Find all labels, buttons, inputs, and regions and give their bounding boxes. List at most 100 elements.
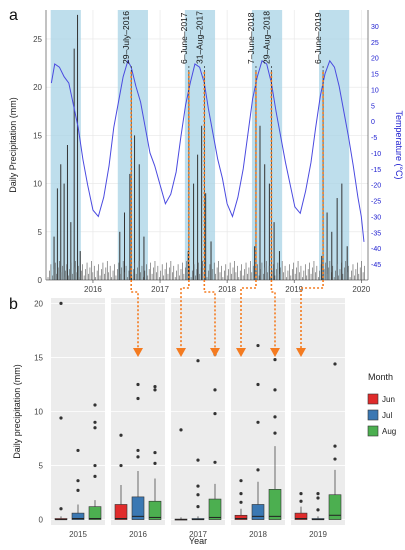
outlier-point — [273, 388, 277, 392]
summer-band — [184, 10, 216, 280]
panel-connectors — [130, 72, 324, 357]
outlier-point — [299, 499, 303, 503]
outlier-point — [213, 460, 217, 464]
y-tick-label: 5 — [39, 462, 44, 471]
outlier-point — [196, 458, 200, 462]
summer-band — [50, 10, 81, 280]
y2-tick-label: -40 — [371, 246, 381, 253]
x-tick-label: 2016 — [84, 285, 102, 294]
x-tick-label: 2018 — [249, 530, 267, 539]
legend-title: Month — [368, 372, 393, 382]
connector-line — [130, 72, 139, 348]
outlier-point — [59, 416, 63, 420]
y2-tick-label: 10 — [371, 87, 379, 94]
outlier-point — [153, 461, 157, 465]
outlier-point — [256, 420, 260, 424]
box-aug — [328, 494, 342, 520]
y-tick-label: 20 — [34, 299, 43, 308]
box-jul — [131, 496, 145, 520]
x-tick-label: 2019 — [285, 285, 303, 294]
box-jun — [114, 504, 128, 520]
box-aug — [268, 489, 282, 520]
y2-axis-title: Temperature (°C) — [394, 110, 404, 179]
outlier-point — [256, 468, 260, 472]
y-tick-label: 10 — [33, 180, 42, 189]
outlier-point — [196, 505, 200, 509]
y-tick-label: 0 — [39, 516, 44, 525]
panel-a-chart: 29–July–2016 6–June–2017 31–Aug–2017 7–June… — [8, 10, 404, 294]
annotation-label: 29–July–2016 — [121, 11, 131, 64]
connector-arrowhead — [296, 348, 306, 357]
y2-tick-label: -30 — [371, 214, 381, 221]
y2-tick-label: -5 — [371, 135, 377, 142]
outlier-point — [93, 420, 97, 424]
panel-b-label: b — [9, 296, 18, 313]
y-tick-label: 0 — [38, 276, 43, 285]
y-tick-label: 10 — [34, 408, 43, 417]
outlier-point — [93, 403, 97, 407]
x-tick-label: 2017 — [189, 530, 207, 539]
outlier-point — [316, 508, 320, 512]
y-axis-title: Daily Precipitation (mm) — [8, 97, 18, 193]
box-aug — [148, 500, 162, 520]
outlier-point — [239, 492, 243, 496]
outlier-point — [273, 431, 277, 435]
box-jun — [234, 514, 248, 520]
outlier-point — [273, 415, 277, 419]
annotation-label: 6–June–2019 — [313, 12, 323, 64]
summer-band — [117, 10, 148, 280]
outlier-point — [136, 455, 140, 459]
outlier-point — [316, 492, 320, 496]
connector-arrowhead — [133, 348, 143, 357]
box-aug — [208, 498, 222, 520]
outlier-point — [136, 448, 140, 453]
y-axis-title: Daily precipitation (mm) — [12, 364, 22, 459]
connector-arrowhead — [210, 348, 220, 357]
outlier-point — [119, 433, 123, 437]
y-tick-label: 25 — [33, 35, 42, 44]
x-axis-title: Year — [189, 536, 207, 546]
connector-line — [300, 72, 324, 348]
connector-arrowhead — [236, 348, 246, 357]
outlier-point — [76, 488, 80, 493]
outlier-point — [333, 444, 337, 448]
outlier-point — [119, 463, 123, 468]
outlier-point — [196, 493, 200, 497]
summer-band — [319, 10, 350, 280]
outlier-point — [93, 426, 97, 430]
y2-tick-label: -10 — [371, 151, 381, 158]
outlier-point — [153, 450, 157, 455]
outlier-point — [93, 463, 97, 468]
connector-arrowhead — [270, 348, 280, 357]
panel-a-label: a — [9, 7, 18, 24]
y-tick-label: 15 — [33, 131, 42, 140]
box-jun — [294, 512, 308, 520]
summer-band — [251, 10, 283, 280]
temperature-line — [50, 59, 365, 242]
legend-label: Jul — [382, 411, 392, 420]
y-tick-label: 20 — [33, 83, 42, 92]
outlier-point — [256, 343, 260, 348]
y-tick-label: 5 — [38, 228, 43, 237]
outlier-point — [59, 301, 63, 306]
outlier-point — [239, 500, 243, 504]
x-tick-label: 2018 — [218, 285, 236, 294]
legend-swatch-jul — [367, 409, 379, 421]
outlier-point — [316, 496, 320, 500]
outlier-point — [213, 412, 217, 416]
outlier-point — [273, 358, 277, 362]
y2-tick-label: -20 — [371, 183, 381, 190]
y2-tick-label: 0 — [371, 119, 375, 126]
y2-tick-label: -15 — [371, 167, 381, 174]
annotation-label: 6–June–2017 — [179, 12, 189, 64]
y2-tick-label: 5 — [371, 103, 375, 110]
outlier-point — [179, 428, 183, 432]
outlier-point — [93, 474, 97, 478]
connector-line — [180, 72, 190, 348]
annotation-label: 29–Aug–2018 — [261, 11, 271, 64]
outlier-point — [76, 448, 80, 453]
outlier-point — [76, 479, 80, 483]
y2-tick-label: -45 — [371, 262, 381, 269]
connector-arrowhead — [176, 348, 186, 357]
